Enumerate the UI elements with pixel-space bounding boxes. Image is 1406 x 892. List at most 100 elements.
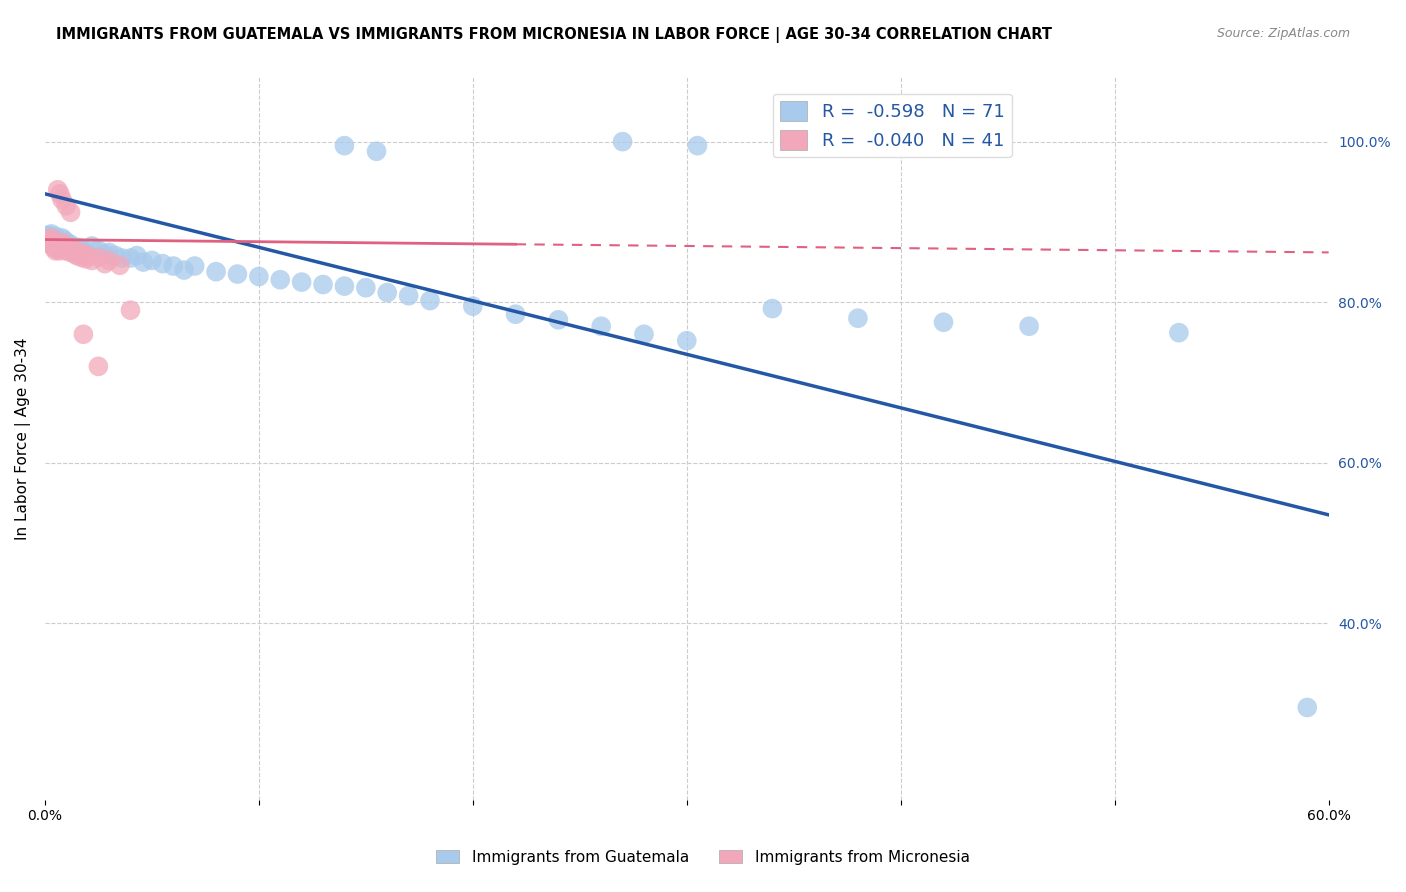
- Point: [45, 235, 67, 250]
- Point: [49, 239, 72, 253]
- Point: [761, 301, 783, 316]
- Point: [612, 135, 634, 149]
- Point: [67, 241, 90, 255]
- Point: [67, 245, 90, 260]
- Point: [98, 253, 121, 268]
- Point: [46, 240, 69, 254]
- Point: [461, 299, 484, 313]
- Point: [51, 231, 73, 245]
- Point: [55, 199, 77, 213]
- Point: [686, 138, 709, 153]
- Point: [80, 253, 103, 268]
- Point: [505, 307, 527, 321]
- Point: [62, 242, 84, 256]
- Point: [38, 228, 60, 243]
- Point: [46, 232, 69, 246]
- Point: [183, 259, 205, 273]
- Point: [173, 263, 195, 277]
- Point: [55, 243, 77, 257]
- Point: [63, 247, 86, 261]
- Point: [547, 313, 569, 327]
- Point: [932, 315, 955, 329]
- Point: [35, 233, 58, 247]
- Point: [591, 319, 613, 334]
- Point: [94, 257, 117, 271]
- Point: [39, 227, 62, 241]
- Point: [51, 193, 73, 207]
- Point: [42, 241, 65, 255]
- Point: [45, 239, 67, 253]
- Point: [87, 243, 110, 257]
- Point: [59, 245, 82, 260]
- Point: [846, 311, 869, 326]
- Point: [53, 237, 76, 252]
- Point: [39, 234, 62, 248]
- Point: [333, 279, 356, 293]
- Point: [66, 245, 89, 260]
- Point: [312, 277, 335, 292]
- Point: [39, 231, 62, 245]
- Point: [58, 241, 80, 255]
- Point: [291, 275, 314, 289]
- Point: [55, 235, 77, 249]
- Point: [75, 252, 97, 266]
- Point: [205, 265, 228, 279]
- Point: [38, 235, 60, 250]
- Point: [398, 289, 420, 303]
- Point: [38, 233, 60, 247]
- Point: [53, 233, 76, 247]
- Point: [45, 244, 67, 258]
- Point: [104, 249, 127, 263]
- Point: [49, 239, 72, 253]
- Point: [70, 247, 93, 261]
- Point: [49, 244, 72, 258]
- Point: [42, 231, 65, 245]
- Point: [51, 241, 73, 255]
- Legend: Immigrants from Guatemala, Immigrants from Micronesia: Immigrants from Guatemala, Immigrants fr…: [430, 844, 976, 871]
- Point: [72, 327, 94, 342]
- Point: [49, 186, 72, 201]
- Point: [111, 251, 134, 265]
- Point: [141, 253, 163, 268]
- Point: [1296, 700, 1319, 714]
- Point: [53, 241, 76, 255]
- Point: [375, 285, 398, 300]
- Point: [354, 281, 377, 295]
- Point: [125, 249, 148, 263]
- Legend: R =  -0.598   N = 71, R =  -0.040   N = 41: R = -0.598 N = 71, R = -0.040 N = 41: [773, 94, 1011, 157]
- Point: [120, 303, 142, 318]
- Point: [162, 259, 184, 273]
- Point: [66, 249, 89, 263]
- Point: [62, 241, 84, 255]
- Y-axis label: In Labor Force | Age 30-34: In Labor Force | Age 30-34: [15, 337, 31, 540]
- Point: [247, 269, 270, 284]
- Point: [58, 239, 80, 253]
- Point: [51, 237, 73, 252]
- Point: [59, 237, 82, 252]
- Point: [366, 145, 388, 159]
- Point: [675, 334, 697, 348]
- Point: [45, 233, 67, 247]
- Point: [98, 245, 121, 260]
- Point: [1167, 326, 1189, 340]
- Point: [35, 228, 58, 243]
- Point: [49, 234, 72, 248]
- Point: [42, 234, 65, 248]
- Point: [45, 237, 67, 252]
- Point: [42, 235, 65, 250]
- Point: [46, 235, 69, 250]
- Point: [39, 237, 62, 252]
- Point: [152, 257, 174, 271]
- Point: [70, 250, 93, 264]
- Point: [46, 242, 69, 256]
- Point: [633, 327, 655, 342]
- Point: [226, 267, 249, 281]
- Point: [269, 273, 291, 287]
- Point: [55, 244, 77, 258]
- Point: [46, 183, 69, 197]
- Point: [132, 255, 155, 269]
- Point: [55, 239, 77, 253]
- Text: IMMIGRANTS FROM GUATEMALA VS IMMIGRANTS FROM MICRONESIA IN LABOR FORCE | AGE 30-: IMMIGRANTS FROM GUATEMALA VS IMMIGRANTS …: [56, 27, 1052, 43]
- Point: [87, 359, 110, 374]
- Point: [333, 138, 356, 153]
